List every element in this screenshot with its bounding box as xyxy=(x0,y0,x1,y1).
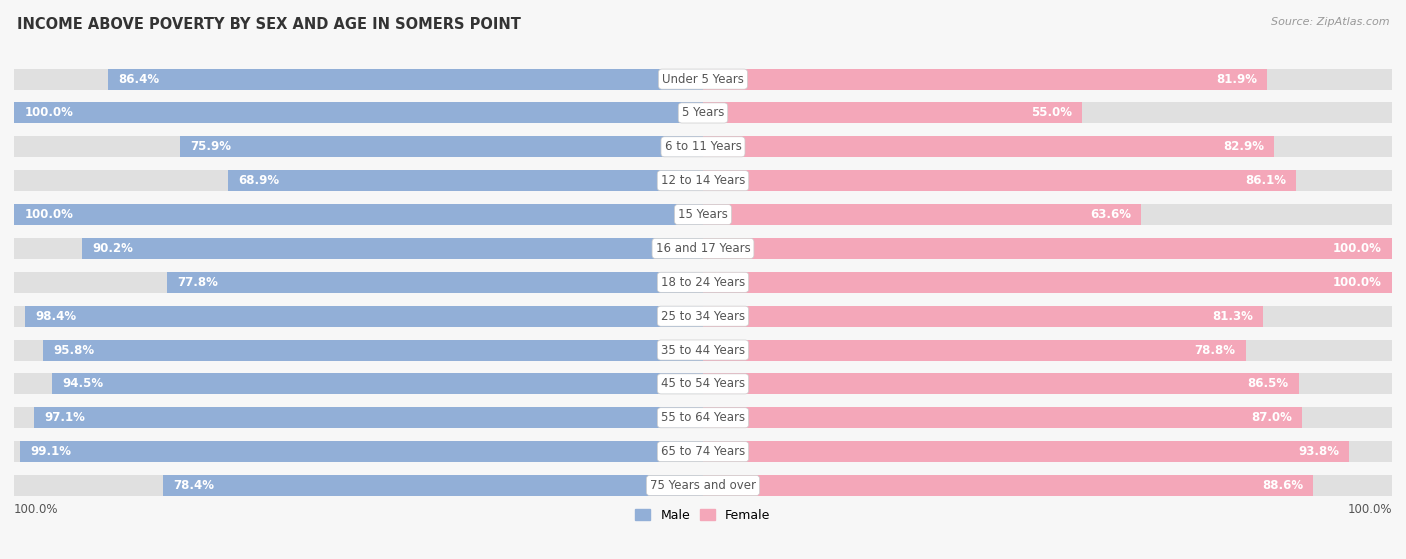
Text: 12 to 14 Years: 12 to 14 Years xyxy=(661,174,745,187)
Bar xyxy=(703,475,1313,496)
Text: Source: ZipAtlas.com: Source: ZipAtlas.com xyxy=(1271,17,1389,27)
Text: 87.0%: 87.0% xyxy=(1251,411,1292,424)
Bar xyxy=(703,170,1296,191)
Bar xyxy=(163,475,703,496)
Text: 86.5%: 86.5% xyxy=(1247,377,1289,390)
Text: 93.8%: 93.8% xyxy=(1298,445,1339,458)
Text: 100.0%: 100.0% xyxy=(14,503,59,517)
Text: 6 to 11 Years: 6 to 11 Years xyxy=(665,140,741,153)
Text: 78.8%: 78.8% xyxy=(1195,344,1236,357)
Text: 100.0%: 100.0% xyxy=(1347,503,1392,517)
Text: 90.2%: 90.2% xyxy=(91,242,132,255)
Text: 5 Years: 5 Years xyxy=(682,106,724,120)
Text: 86.4%: 86.4% xyxy=(118,73,159,86)
Bar xyxy=(703,441,1350,462)
Text: 45 to 54 Years: 45 to 54 Years xyxy=(661,377,745,390)
Text: 16 and 17 Years: 16 and 17 Years xyxy=(655,242,751,255)
Bar xyxy=(14,69,1392,89)
Bar xyxy=(14,339,1392,361)
Text: 95.8%: 95.8% xyxy=(53,344,94,357)
Bar xyxy=(703,69,1267,89)
Bar xyxy=(14,373,1392,395)
Text: 65 to 74 Years: 65 to 74 Years xyxy=(661,445,745,458)
Bar xyxy=(14,272,1392,293)
Text: 78.4%: 78.4% xyxy=(173,479,214,492)
Text: 81.9%: 81.9% xyxy=(1216,73,1257,86)
Text: 63.6%: 63.6% xyxy=(1090,208,1130,221)
Bar xyxy=(703,102,1083,124)
Text: 100.0%: 100.0% xyxy=(24,208,73,221)
Bar xyxy=(14,441,1392,462)
Text: INCOME ABOVE POVERTY BY SEX AND AGE IN SOMERS POINT: INCOME ABOVE POVERTY BY SEX AND AGE IN S… xyxy=(17,17,520,32)
Text: 35 to 44 Years: 35 to 44 Years xyxy=(661,344,745,357)
Bar xyxy=(703,339,1246,361)
Bar xyxy=(703,204,1142,225)
Legend: Male, Female: Male, Female xyxy=(630,504,776,527)
Text: 86.1%: 86.1% xyxy=(1244,174,1286,187)
Bar xyxy=(14,102,703,124)
Bar xyxy=(25,306,703,326)
Bar xyxy=(703,373,1299,395)
Text: 97.1%: 97.1% xyxy=(45,411,86,424)
Bar xyxy=(14,204,1392,225)
Bar xyxy=(703,306,1263,326)
Text: 99.1%: 99.1% xyxy=(31,445,72,458)
Text: 88.6%: 88.6% xyxy=(1263,479,1303,492)
Bar xyxy=(703,272,1392,293)
Bar xyxy=(108,69,703,89)
Bar xyxy=(703,136,1274,157)
Bar xyxy=(14,170,1392,191)
Text: 94.5%: 94.5% xyxy=(62,377,104,390)
Text: 68.9%: 68.9% xyxy=(239,174,280,187)
Bar xyxy=(14,408,1392,428)
Bar xyxy=(34,408,703,428)
Bar xyxy=(20,441,703,462)
Bar xyxy=(14,204,703,225)
Bar xyxy=(52,373,703,395)
Bar xyxy=(228,170,703,191)
Text: 55.0%: 55.0% xyxy=(1031,106,1071,120)
Text: 100.0%: 100.0% xyxy=(1333,242,1382,255)
Bar xyxy=(167,272,703,293)
Bar xyxy=(180,136,703,157)
Text: Under 5 Years: Under 5 Years xyxy=(662,73,744,86)
Bar xyxy=(703,408,1302,428)
Bar xyxy=(14,238,1392,259)
Bar xyxy=(82,238,703,259)
Bar xyxy=(14,475,1392,496)
Bar xyxy=(14,136,1392,157)
Text: 100.0%: 100.0% xyxy=(24,106,73,120)
Text: 18 to 24 Years: 18 to 24 Years xyxy=(661,276,745,289)
Text: 15 Years: 15 Years xyxy=(678,208,728,221)
Bar xyxy=(14,102,1392,124)
Text: 100.0%: 100.0% xyxy=(1333,276,1382,289)
Text: 75.9%: 75.9% xyxy=(190,140,232,153)
Bar xyxy=(14,306,1392,326)
Text: 55 to 64 Years: 55 to 64 Years xyxy=(661,411,745,424)
Text: 77.8%: 77.8% xyxy=(177,276,218,289)
Text: 82.9%: 82.9% xyxy=(1223,140,1264,153)
Text: 98.4%: 98.4% xyxy=(35,310,76,323)
Text: 81.3%: 81.3% xyxy=(1212,310,1253,323)
Bar xyxy=(703,238,1392,259)
Bar xyxy=(44,339,703,361)
Text: 25 to 34 Years: 25 to 34 Years xyxy=(661,310,745,323)
Text: 75 Years and over: 75 Years and over xyxy=(650,479,756,492)
